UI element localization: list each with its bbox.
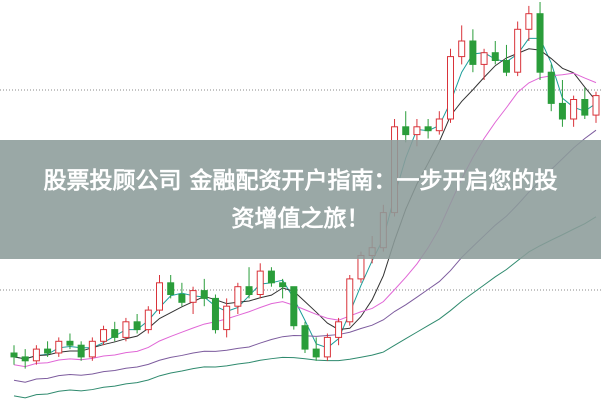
candle-body [469,40,477,65]
candle-body [447,56,454,120]
candle-body [44,348,52,354]
candle-body [279,282,287,288]
candle-body [256,270,264,296]
candle-body [122,321,130,338]
candle-body [480,52,488,65]
candle-body [10,352,18,358]
candle-body [301,325,309,350]
candle-body [167,282,175,295]
candle-body [458,40,466,58]
candle-body [234,286,242,307]
ma120-line [13,216,597,399]
candle-body [156,282,163,311]
candle-body [77,344,85,358]
candle-body [435,118,443,132]
candle-body [200,290,208,299]
candle-body [502,60,510,73]
ma20-line [13,72,597,368]
candle-body [514,28,522,73]
candle-body [55,340,63,354]
candle-body [223,305,231,331]
ma10-line [13,48,597,360]
candle-body [21,356,29,362]
candle-body [335,321,343,338]
candle-body [525,13,533,30]
candle-body [323,336,331,358]
candle-body [357,255,365,280]
candle-body [211,297,219,331]
candle-body [178,294,186,303]
candle-body [133,321,141,331]
candle-body [88,340,96,358]
candle-body [570,99,578,120]
candle-body [111,329,119,338]
candle-body [267,270,275,284]
candle-body [547,71,555,104]
candle-body [312,348,320,358]
candle-body [346,278,354,323]
candle-body [245,286,253,296]
candle-body [491,52,499,62]
candle-body [32,348,40,362]
title-line-2: 资增值之旅！ [231,205,370,232]
candle-body [402,126,410,136]
candle-body [413,126,421,136]
candle-body [424,126,432,132]
candle-body [581,99,589,116]
candle-body [592,95,600,116]
ma5-line [13,37,597,360]
candle-body [536,13,544,73]
candle-body [189,290,197,303]
title-line-1: 股票投顾公司 金融配资开户指南：一步开启您的投 [43,167,558,194]
candle-body [290,286,298,327]
title-banner: 股票投顾公司 金融配资开户指南：一步开启您的投 资增值之旅！ [0,140,601,259]
candle-body [100,329,108,342]
candle-body [66,340,74,346]
candle-body [144,309,152,331]
candle-body [558,102,566,120]
